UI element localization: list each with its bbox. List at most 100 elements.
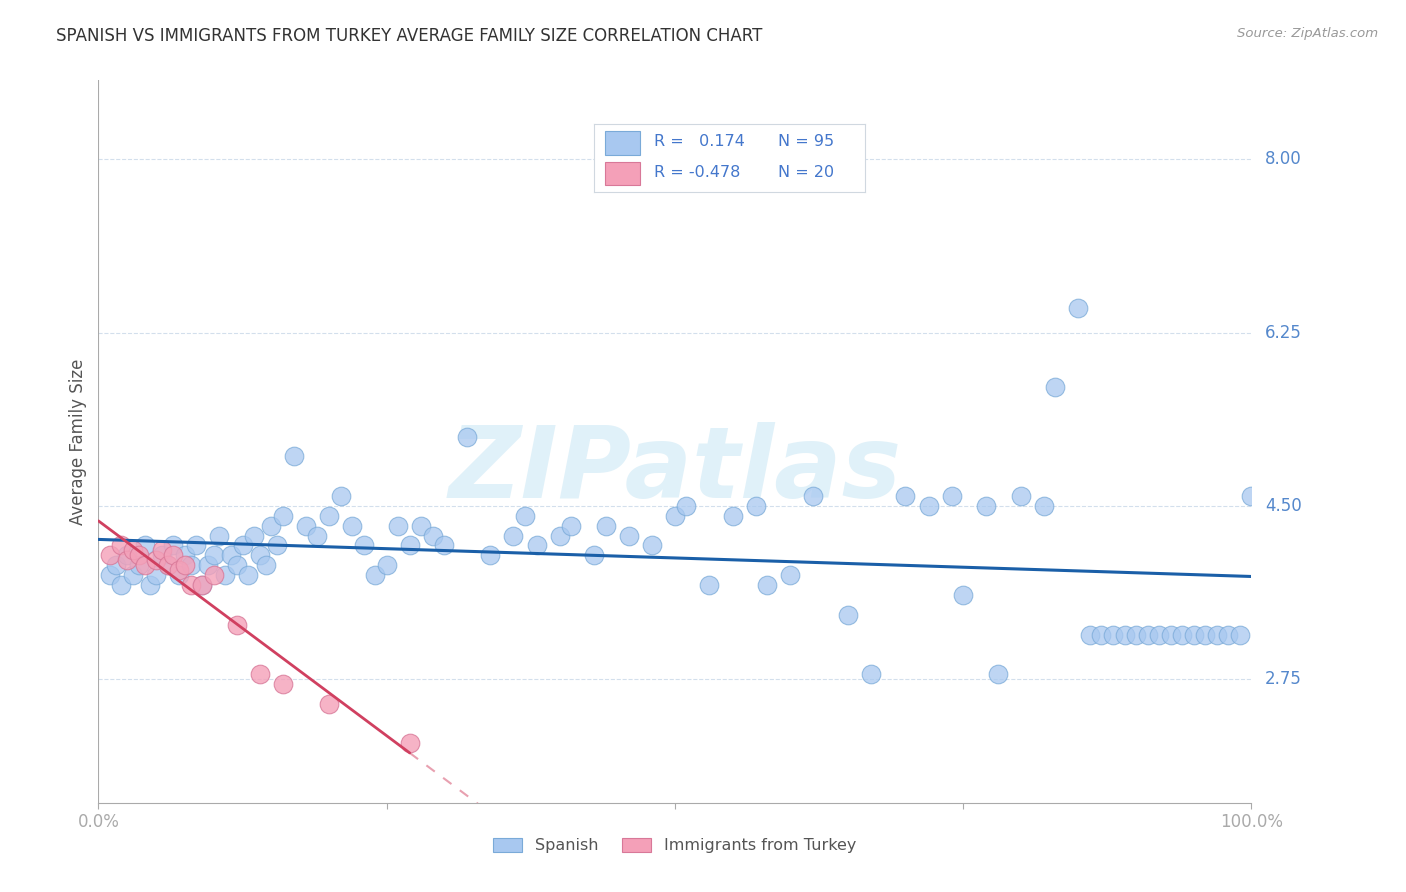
- Point: [779, 568, 801, 582]
- Text: 2.75: 2.75: [1265, 670, 1302, 688]
- Point: [162, 539, 184, 553]
- Point: [952, 588, 974, 602]
- Point: [174, 558, 197, 573]
- Point: [744, 499, 766, 513]
- Point: [197, 558, 219, 573]
- Point: [641, 539, 664, 553]
- Point: [202, 568, 225, 582]
- Point: [128, 549, 150, 563]
- Point: [254, 558, 277, 573]
- Point: [271, 677, 294, 691]
- Point: [1114, 627, 1136, 641]
- Point: [398, 736, 420, 750]
- Point: [1218, 627, 1240, 641]
- Text: SPANISH VS IMMIGRANTS FROM TURKEY AVERAGE FAMILY SIZE CORRELATION CHART: SPANISH VS IMMIGRANTS FROM TURKEY AVERAG…: [56, 27, 762, 45]
- Point: [260, 518, 283, 533]
- Point: [479, 549, 502, 563]
- Point: [548, 528, 571, 542]
- Text: ZIPatlas: ZIPatlas: [449, 422, 901, 519]
- Point: [98, 549, 121, 563]
- Point: [1010, 489, 1032, 503]
- Point: [756, 578, 779, 592]
- Text: 6.25: 6.25: [1265, 324, 1302, 342]
- Point: [117, 549, 139, 563]
- Point: [249, 549, 271, 563]
- Point: [162, 549, 184, 563]
- Point: [1240, 489, 1263, 503]
- Point: [231, 539, 254, 553]
- Point: [1067, 301, 1090, 315]
- Point: [433, 539, 456, 553]
- Point: [1078, 627, 1101, 641]
- Point: [318, 508, 340, 523]
- Point: [502, 528, 524, 542]
- Point: [664, 508, 686, 523]
- Point: [1205, 627, 1227, 641]
- Point: [104, 558, 127, 573]
- Point: [894, 489, 917, 503]
- Point: [249, 667, 271, 681]
- Point: [617, 528, 640, 542]
- Point: [364, 568, 387, 582]
- Point: [1171, 627, 1194, 641]
- Point: [987, 667, 1010, 681]
- Point: [801, 489, 824, 503]
- Point: [1136, 627, 1159, 641]
- Point: [699, 578, 721, 592]
- Point: [202, 549, 225, 563]
- Point: [353, 539, 375, 553]
- Point: [214, 568, 236, 582]
- Point: [122, 543, 145, 558]
- Point: [513, 508, 536, 523]
- Point: [139, 578, 162, 592]
- Point: [167, 563, 190, 577]
- Point: [134, 558, 156, 573]
- Point: [1194, 627, 1216, 641]
- Point: [174, 549, 197, 563]
- Text: 4.50: 4.50: [1265, 497, 1302, 515]
- Point: [375, 558, 398, 573]
- Point: [560, 518, 582, 533]
- Point: [156, 558, 179, 573]
- Point: [266, 539, 288, 553]
- Point: [859, 667, 882, 681]
- Point: [191, 578, 214, 592]
- Point: [150, 549, 173, 563]
- Point: [134, 539, 156, 553]
- Point: [307, 528, 329, 542]
- Text: 8.00: 8.00: [1265, 151, 1302, 169]
- Point: [837, 607, 859, 622]
- Point: [219, 549, 242, 563]
- Point: [238, 568, 260, 582]
- Point: [295, 518, 318, 533]
- Point: [398, 539, 420, 553]
- Point: [145, 553, 167, 567]
- Point: [186, 539, 208, 553]
- Point: [595, 518, 617, 533]
- Point: [318, 697, 340, 711]
- Legend: Spanish, Immigrants from Turkey: Spanish, Immigrants from Turkey: [486, 831, 863, 860]
- Point: [283, 450, 305, 464]
- Point: [422, 528, 444, 542]
- Point: [110, 539, 132, 553]
- Point: [1160, 627, 1182, 641]
- Point: [1147, 627, 1170, 641]
- Point: [156, 558, 179, 573]
- Point: [110, 578, 132, 592]
- Point: [1045, 380, 1067, 394]
- Point: [329, 489, 352, 503]
- Point: [1229, 627, 1251, 641]
- Point: [1182, 627, 1205, 641]
- Point: [917, 499, 939, 513]
- Point: [1125, 627, 1147, 641]
- Point: [526, 539, 548, 553]
- Point: [340, 518, 363, 533]
- Point: [721, 508, 744, 523]
- Point: [1102, 627, 1125, 641]
- Point: [456, 429, 478, 443]
- Point: [411, 518, 433, 533]
- Point: [974, 499, 997, 513]
- Y-axis label: Average Family Size: Average Family Size: [69, 359, 87, 524]
- Point: [1090, 627, 1112, 641]
- Point: [208, 528, 231, 542]
